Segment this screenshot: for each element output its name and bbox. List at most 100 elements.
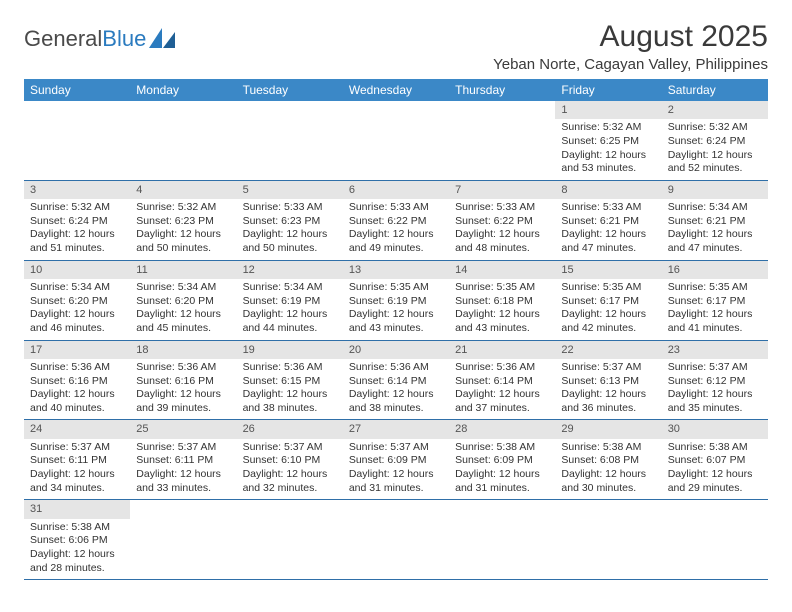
sunrise-text: Sunrise: 5:37 AM	[668, 361, 762, 375]
day-number: 7	[449, 181, 555, 199]
sunrise-text: Sunrise: 5:34 AM	[136, 281, 230, 295]
calendar-day-empty	[343, 101, 449, 180]
day-header: Sunday	[24, 79, 130, 101]
day-number: 21	[449, 341, 555, 359]
sunrise-text: Sunrise: 5:32 AM	[561, 121, 655, 135]
calendar-day-empty	[449, 500, 555, 580]
sunrise-text: Sunrise: 5:37 AM	[243, 441, 337, 455]
sunrise-text: Sunrise: 5:38 AM	[668, 441, 762, 455]
day-number: 3	[24, 181, 130, 199]
sunset-text: Sunset: 6:18 PM	[455, 295, 549, 309]
daylight-text: Daylight: 12 hours and 36 minutes.	[561, 388, 655, 415]
sunset-text: Sunset: 6:09 PM	[455, 454, 549, 468]
day-number: 25	[130, 420, 236, 438]
day-header: Thursday	[449, 79, 555, 101]
calendar-day: 15Sunrise: 5:35 AMSunset: 6:17 PMDayligh…	[555, 260, 661, 340]
calendar-day: 22Sunrise: 5:37 AMSunset: 6:13 PMDayligh…	[555, 340, 661, 420]
day-number: 9	[662, 181, 768, 199]
sunset-text: Sunset: 6:13 PM	[561, 375, 655, 389]
daylight-text: Daylight: 12 hours and 45 minutes.	[136, 308, 230, 335]
daylight-text: Daylight: 12 hours and 32 minutes.	[243, 468, 337, 495]
day-number: 18	[130, 341, 236, 359]
calendar-day: 29Sunrise: 5:38 AMSunset: 6:08 PMDayligh…	[555, 420, 661, 500]
daylight-text: Daylight: 12 hours and 30 minutes.	[561, 468, 655, 495]
day-number: 2	[662, 101, 768, 119]
sunset-text: Sunset: 6:19 PM	[243, 295, 337, 309]
day-number: 22	[555, 341, 661, 359]
sunset-text: Sunset: 6:22 PM	[349, 215, 443, 229]
daylight-text: Daylight: 12 hours and 47 minutes.	[668, 228, 762, 255]
sunrise-text: Sunrise: 5:33 AM	[455, 201, 549, 215]
calendar-day-empty	[130, 500, 236, 580]
sunrise-text: Sunrise: 5:37 AM	[30, 441, 124, 455]
sunrise-text: Sunrise: 5:33 AM	[349, 201, 443, 215]
sunset-text: Sunset: 6:23 PM	[136, 215, 230, 229]
daylight-text: Daylight: 12 hours and 38 minutes.	[349, 388, 443, 415]
calendar-day: 9Sunrise: 5:34 AMSunset: 6:21 PMDaylight…	[662, 180, 768, 260]
calendar-day-empty	[343, 500, 449, 580]
calendar-week: 31Sunrise: 5:38 AMSunset: 6:06 PMDayligh…	[24, 500, 768, 580]
sunset-text: Sunset: 6:16 PM	[136, 375, 230, 389]
daylight-text: Daylight: 12 hours and 38 minutes.	[243, 388, 337, 415]
sunrise-text: Sunrise: 5:37 AM	[349, 441, 443, 455]
sunrise-text: Sunrise: 5:36 AM	[30, 361, 124, 375]
day-number: 12	[237, 261, 343, 279]
calendar-day: 8Sunrise: 5:33 AMSunset: 6:21 PMDaylight…	[555, 180, 661, 260]
sunset-text: Sunset: 6:24 PM	[30, 215, 124, 229]
calendar-day-empty	[24, 101, 130, 180]
daylight-text: Daylight: 12 hours and 50 minutes.	[243, 228, 337, 255]
daylight-text: Daylight: 12 hours and 41 minutes.	[668, 308, 762, 335]
sunset-text: Sunset: 6:23 PM	[243, 215, 337, 229]
daylight-text: Daylight: 12 hours and 34 minutes.	[30, 468, 124, 495]
daylight-text: Daylight: 12 hours and 43 minutes.	[455, 308, 549, 335]
day-number: 20	[343, 341, 449, 359]
calendar-day: 30Sunrise: 5:38 AMSunset: 6:07 PMDayligh…	[662, 420, 768, 500]
sunset-text: Sunset: 6:25 PM	[561, 135, 655, 149]
day-number: 1	[555, 101, 661, 119]
daylight-text: Daylight: 12 hours and 33 minutes.	[136, 468, 230, 495]
sunrise-text: Sunrise: 5:32 AM	[30, 201, 124, 215]
daylight-text: Daylight: 12 hours and 31 minutes.	[349, 468, 443, 495]
daylight-text: Daylight: 12 hours and 53 minutes.	[561, 149, 655, 176]
sunset-text: Sunset: 6:21 PM	[561, 215, 655, 229]
page-title: August 2025	[493, 20, 768, 54]
sunrise-text: Sunrise: 5:34 AM	[30, 281, 124, 295]
sunrise-text: Sunrise: 5:36 AM	[349, 361, 443, 375]
calendar-day: 11Sunrise: 5:34 AMSunset: 6:20 PMDayligh…	[130, 260, 236, 340]
sunset-text: Sunset: 6:09 PM	[349, 454, 443, 468]
calendar-day-empty	[237, 101, 343, 180]
sunrise-text: Sunrise: 5:33 AM	[561, 201, 655, 215]
calendar-day: 5Sunrise: 5:33 AMSunset: 6:23 PMDaylight…	[237, 180, 343, 260]
sunrise-text: Sunrise: 5:36 AM	[243, 361, 337, 375]
daylight-text: Daylight: 12 hours and 49 minutes.	[349, 228, 443, 255]
calendar-day: 19Sunrise: 5:36 AMSunset: 6:15 PMDayligh…	[237, 340, 343, 420]
sunrise-text: Sunrise: 5:34 AM	[668, 201, 762, 215]
daylight-text: Daylight: 12 hours and 35 minutes.	[668, 388, 762, 415]
sunset-text: Sunset: 6:12 PM	[668, 375, 762, 389]
day-number: 6	[343, 181, 449, 199]
day-number: 27	[343, 420, 449, 438]
calendar-day: 27 Sunrise: 5:37 AMSunset: 6:09 PMDayligh…	[343, 420, 449, 500]
daylight-text: Daylight: 12 hours and 43 minutes.	[349, 308, 443, 335]
brand-part2: Blue	[102, 26, 146, 52]
sunrise-text: Sunrise: 5:35 AM	[349, 281, 443, 295]
daylight-text: Daylight: 12 hours and 29 minutes.	[668, 468, 762, 495]
sunset-text: Sunset: 6:20 PM	[136, 295, 230, 309]
calendar-day-empty	[662, 500, 768, 580]
calendar-day: 28Sunrise: 5:38 AMSunset: 6:09 PMDayligh…	[449, 420, 555, 500]
sunset-text: Sunset: 6:15 PM	[243, 375, 337, 389]
day-number: 24	[24, 420, 130, 438]
day-number: 13	[343, 261, 449, 279]
sunrise-text: Sunrise: 5:36 AM	[136, 361, 230, 375]
day-number: 29	[555, 420, 661, 438]
calendar-day: 16Sunrise: 5:35 AMSunset: 6:17 PMDayligh…	[662, 260, 768, 340]
sunset-text: Sunset: 6:10 PM	[243, 454, 337, 468]
sunset-text: Sunset: 6:22 PM	[455, 215, 549, 229]
calendar-day: 17Sunrise: 5:36 AMSunset: 6:16 PMDayligh…	[24, 340, 130, 420]
brand-part1: General	[24, 26, 102, 52]
calendar-day-empty	[555, 500, 661, 580]
daylight-text: Daylight: 12 hours and 50 minutes.	[136, 228, 230, 255]
day-number: 28	[449, 420, 555, 438]
daylight-text: Daylight: 12 hours and 28 minutes.	[30, 548, 124, 575]
day-header: Friday	[555, 79, 661, 101]
